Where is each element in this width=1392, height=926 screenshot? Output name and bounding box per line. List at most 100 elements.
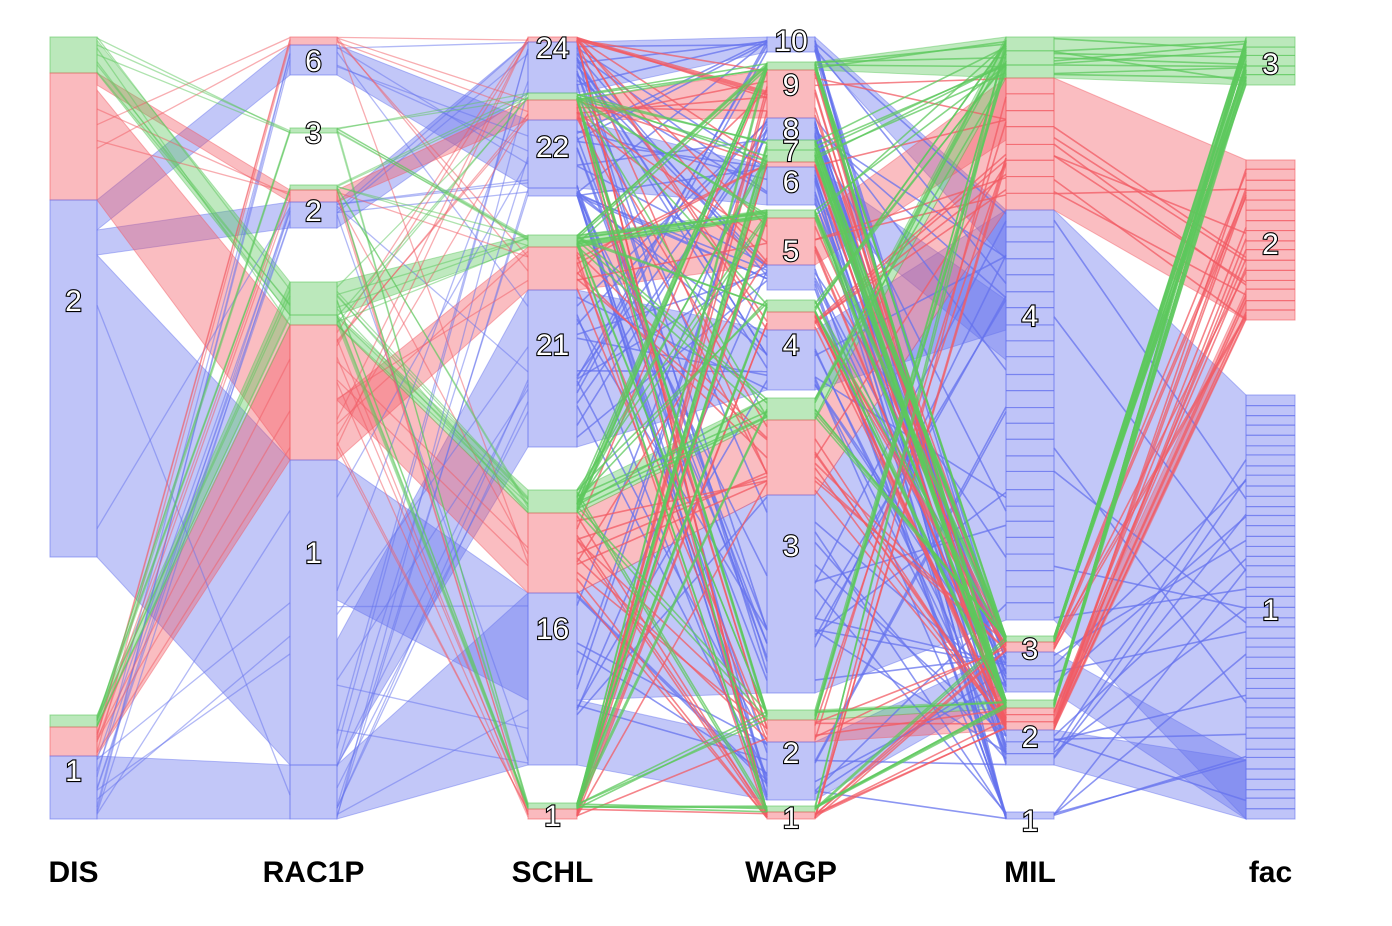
category-label-schl-24: 24 [536, 32, 569, 65]
bar-dis-5 [49, 755, 98, 820]
connector-line-126 [336, 93, 529, 288]
category-label-mil-3: 3 [1022, 633, 1039, 666]
connector-line-40 [96, 295, 291, 720]
bar-wagp-2 [766, 69, 816, 119]
category-label-rac1p-1: 1 [305, 537, 322, 570]
connector-line-465 [814, 249, 1007, 711]
connector-line-304 [576, 62, 768, 808]
connector-line-16 [96, 410, 291, 741]
axis-name-rac1p: RAC1P [263, 856, 365, 889]
connector-line-155 [576, 39, 768, 86]
connector-line-76 [336, 191, 529, 258]
bar-wagp-12 [766, 311, 816, 331]
connector-line-111 [336, 132, 529, 806]
connector-line-542 [814, 56, 1007, 63]
connector-line-342 [576, 97, 768, 715]
connector-line-55 [336, 64, 529, 152]
connector-line-561 [1053, 316, 1247, 572]
connector-line-568 [1053, 178, 1247, 321]
connector-line-407 [814, 384, 1007, 678]
connector-line-276 [576, 408, 768, 805]
connector-line-338 [576, 93, 768, 163]
category-label-wagp-8: 8 [783, 113, 800, 146]
connector-line-525 [814, 64, 1007, 148]
category-label-dis-2: 2 [65, 285, 82, 318]
connector-line-582 [1053, 137, 1247, 262]
bar-dis-1 [49, 72, 98, 201]
category-label-schl-21: 21 [536, 329, 569, 362]
bar-fac-1 [1245, 159, 1296, 321]
bar-mil-8 [1005, 729, 1055, 766]
connector-line-262 [576, 539, 768, 818]
connector-line-105 [336, 96, 529, 188]
connector-line-337 [576, 154, 768, 805]
connector-line-98 [336, 36, 529, 41]
category-label-wagp-1: 1 [783, 802, 800, 835]
connector-line-555 [1053, 755, 1247, 817]
connector-line-279 [576, 96, 768, 418]
connector-line-258 [576, 535, 768, 814]
connector-line-524 [814, 636, 1007, 810]
connector-line-247 [576, 578, 768, 819]
connector-line-366 [814, 254, 1007, 648]
bar-wagp-13 [766, 329, 816, 391]
connector-line-95 [336, 442, 529, 813]
connector-line-580 [1053, 168, 1247, 731]
connector-line-69 [336, 214, 529, 761]
bar-wagp-11 [766, 299, 816, 313]
connector-line-79 [336, 37, 529, 102]
connector-line-12 [96, 210, 291, 760]
connector-line-172 [576, 73, 768, 269]
connector-line-470 [814, 73, 1007, 401]
connector-line-133 [336, 300, 529, 808]
connector-line-83 [336, 113, 529, 343]
connector-line-277 [576, 710, 768, 806]
category-label-fac-1: 1 [1262, 594, 1279, 627]
connector-line-6 [96, 635, 291, 800]
category-label-wagp-2: 2 [783, 737, 800, 770]
connector-line-0 [96, 207, 291, 530]
connector-line-452 [814, 77, 1007, 121]
category-label-mil-4: 4 [1022, 300, 1039, 333]
connector-line-521 [814, 300, 1007, 708]
connector-line-402 [814, 380, 1007, 754]
connector-line-220 [576, 71, 768, 530]
axis-names-layer: DIS RAC1P SCHL WAGP MIL fac [48, 856, 1292, 889]
connector-line-540 [814, 701, 1007, 713]
connector-line-13 [96, 510, 291, 815]
bar-schl-4 [527, 119, 578, 189]
connector-line-257 [576, 80, 768, 120]
connector-line-461 [814, 726, 1007, 817]
connector-line-115 [336, 290, 529, 498]
connector-line-593 [1053, 52, 1247, 58]
connector-line-483 [814, 64, 1007, 212]
connector-line-546 [1053, 607, 1247, 753]
bar-rac1p-10 [289, 764, 338, 820]
bar-schl-9 [527, 489, 578, 514]
bar-schl-7 [527, 246, 578, 291]
connector-line-330 [576, 96, 768, 144]
connector-line-501 [814, 301, 1007, 642]
connector-line-104 [336, 92, 529, 187]
connector-line-285 [576, 214, 768, 243]
connector-line-215 [576, 38, 768, 72]
connector-line-590 [1053, 317, 1247, 727]
connector-line-554 [1053, 738, 1247, 802]
connector-line-190 [576, 79, 768, 195]
connector-line-255 [576, 37, 768, 331]
connector-line-588 [1053, 191, 1247, 296]
category-label-schl-16: 16 [536, 613, 569, 646]
connector-line-599 [1053, 73, 1247, 79]
axis-name-wagp: WAGP [745, 856, 837, 889]
connector-line-84 [336, 279, 529, 400]
connector-line-547 [1053, 631, 1247, 673]
connector-line-214 [576, 163, 768, 265]
bar-dis-0 [49, 36, 98, 74]
connector-line-128 [336, 186, 529, 238]
connector-line-201 [576, 47, 768, 631]
connector-line-17 [96, 198, 291, 743]
connector-line-491 [814, 639, 1007, 811]
connector-line-536 [814, 67, 1007, 702]
connector-line-90 [336, 338, 529, 815]
connector-line-227 [576, 37, 768, 93]
